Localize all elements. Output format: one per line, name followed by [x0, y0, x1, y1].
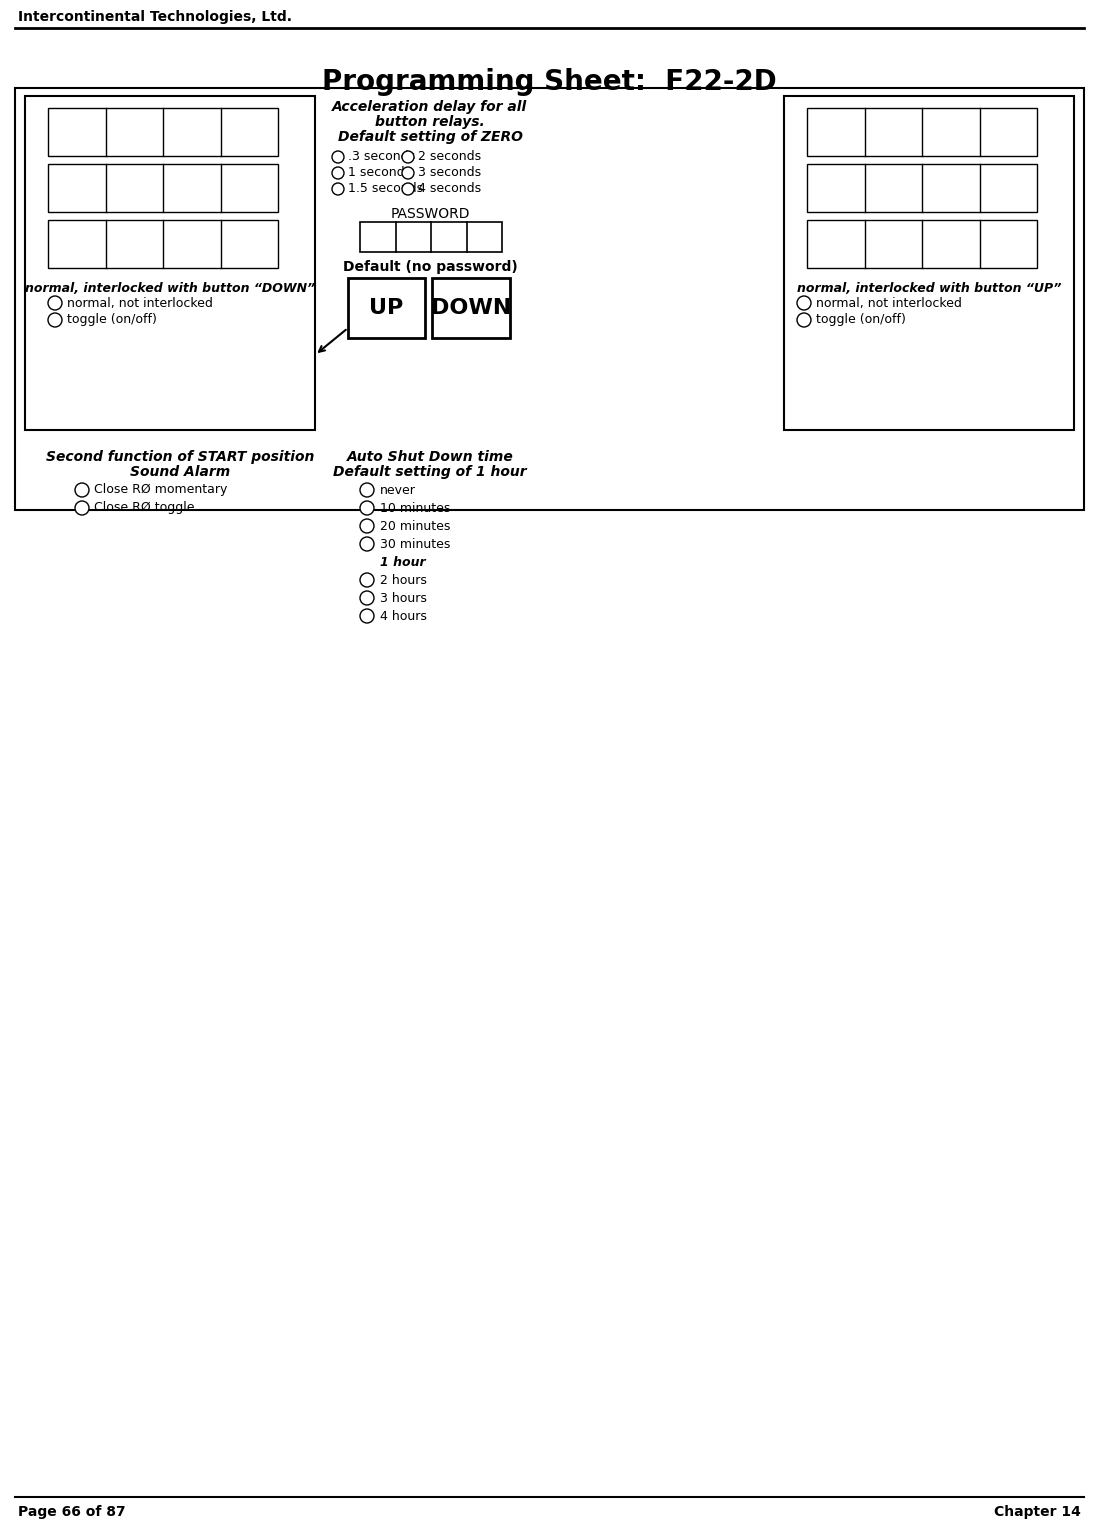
- Text: 4 seconds: 4 seconds: [418, 183, 481, 195]
- Text: Page 66 of 87: Page 66 of 87: [18, 1505, 125, 1519]
- Text: toggle (on/off): toggle (on/off): [815, 314, 906, 326]
- Text: 10 minutes: 10 minutes: [380, 502, 451, 514]
- Text: 1.5 seconds: 1.5 seconds: [348, 183, 423, 195]
- Circle shape: [360, 592, 374, 605]
- Text: Chapter 14: Chapter 14: [995, 1505, 1081, 1519]
- Text: UP: UP: [369, 297, 403, 319]
- Text: never: never: [380, 483, 415, 497]
- Circle shape: [332, 168, 344, 178]
- Bar: [25, 96, 315, 430]
- Bar: [807, 108, 1037, 156]
- Text: .3 seconds: .3 seconds: [348, 151, 415, 163]
- Bar: [807, 165, 1037, 212]
- Text: 1 hour: 1 hour: [380, 555, 425, 569]
- Text: Intercontinental Technologies, Ltd.: Intercontinental Technologies, Ltd.: [18, 11, 292, 24]
- Text: Sound Alarm: Sound Alarm: [130, 465, 230, 479]
- Text: Default (no password): Default (no password): [343, 259, 518, 274]
- Text: Default setting of 1 hour: Default setting of 1 hour: [333, 465, 526, 479]
- Text: Programming Sheet:  F22-2D: Programming Sheet: F22-2D: [322, 69, 777, 96]
- Bar: [48, 165, 278, 212]
- Text: 2 hours: 2 hours: [380, 573, 426, 587]
- Text: PASSWORD: PASSWORD: [390, 207, 469, 221]
- Circle shape: [332, 183, 344, 195]
- Bar: [432, 278, 510, 339]
- Circle shape: [48, 313, 62, 326]
- Text: 30 minutes: 30 minutes: [380, 537, 451, 551]
- Text: normal, interlocked with button “UP”: normal, interlocked with button “UP”: [797, 282, 1062, 294]
- Text: button relays.: button relays.: [375, 114, 485, 130]
- Circle shape: [360, 502, 374, 515]
- Bar: [48, 220, 278, 268]
- Circle shape: [360, 608, 374, 624]
- Text: normal, not interlocked: normal, not interlocked: [815, 296, 962, 310]
- Text: DOWN: DOWN: [431, 297, 511, 319]
- Text: Default setting of ZERO: Default setting of ZERO: [337, 130, 522, 143]
- Text: normal, interlocked with button “DOWN”: normal, interlocked with button “DOWN”: [25, 282, 315, 294]
- Text: Close RØ momentary: Close RØ momentary: [95, 483, 227, 497]
- Bar: [807, 220, 1037, 268]
- Circle shape: [48, 296, 62, 310]
- Text: Auto Shut Down time: Auto Shut Down time: [346, 450, 513, 464]
- Text: Second function of START position: Second function of START position: [46, 450, 314, 464]
- Bar: [48, 108, 278, 156]
- Circle shape: [797, 313, 811, 326]
- Text: toggle (on/off): toggle (on/off): [67, 314, 157, 326]
- Text: Acceleration delay for all: Acceleration delay for all: [332, 101, 528, 114]
- Circle shape: [75, 483, 89, 497]
- Text: 1 second: 1 second: [348, 166, 404, 180]
- Bar: [15, 88, 1084, 509]
- Circle shape: [75, 502, 89, 515]
- Text: normal, not interlocked: normal, not interlocked: [67, 296, 213, 310]
- Circle shape: [797, 296, 811, 310]
- Bar: [348, 278, 425, 339]
- Circle shape: [360, 483, 374, 497]
- Bar: [360, 223, 502, 252]
- Text: 2 seconds: 2 seconds: [418, 151, 481, 163]
- Text: 3 seconds: 3 seconds: [418, 166, 481, 180]
- Circle shape: [360, 573, 374, 587]
- Circle shape: [402, 168, 414, 178]
- Circle shape: [402, 183, 414, 195]
- Circle shape: [332, 151, 344, 163]
- Circle shape: [402, 151, 414, 163]
- Text: Close RØ toggle: Close RØ toggle: [95, 502, 195, 514]
- Bar: [784, 96, 1074, 430]
- Circle shape: [360, 518, 374, 534]
- Text: 3 hours: 3 hours: [380, 592, 426, 604]
- Text: 20 minutes: 20 minutes: [380, 520, 451, 532]
- Text: 4 hours: 4 hours: [380, 610, 426, 622]
- Circle shape: [360, 537, 374, 551]
